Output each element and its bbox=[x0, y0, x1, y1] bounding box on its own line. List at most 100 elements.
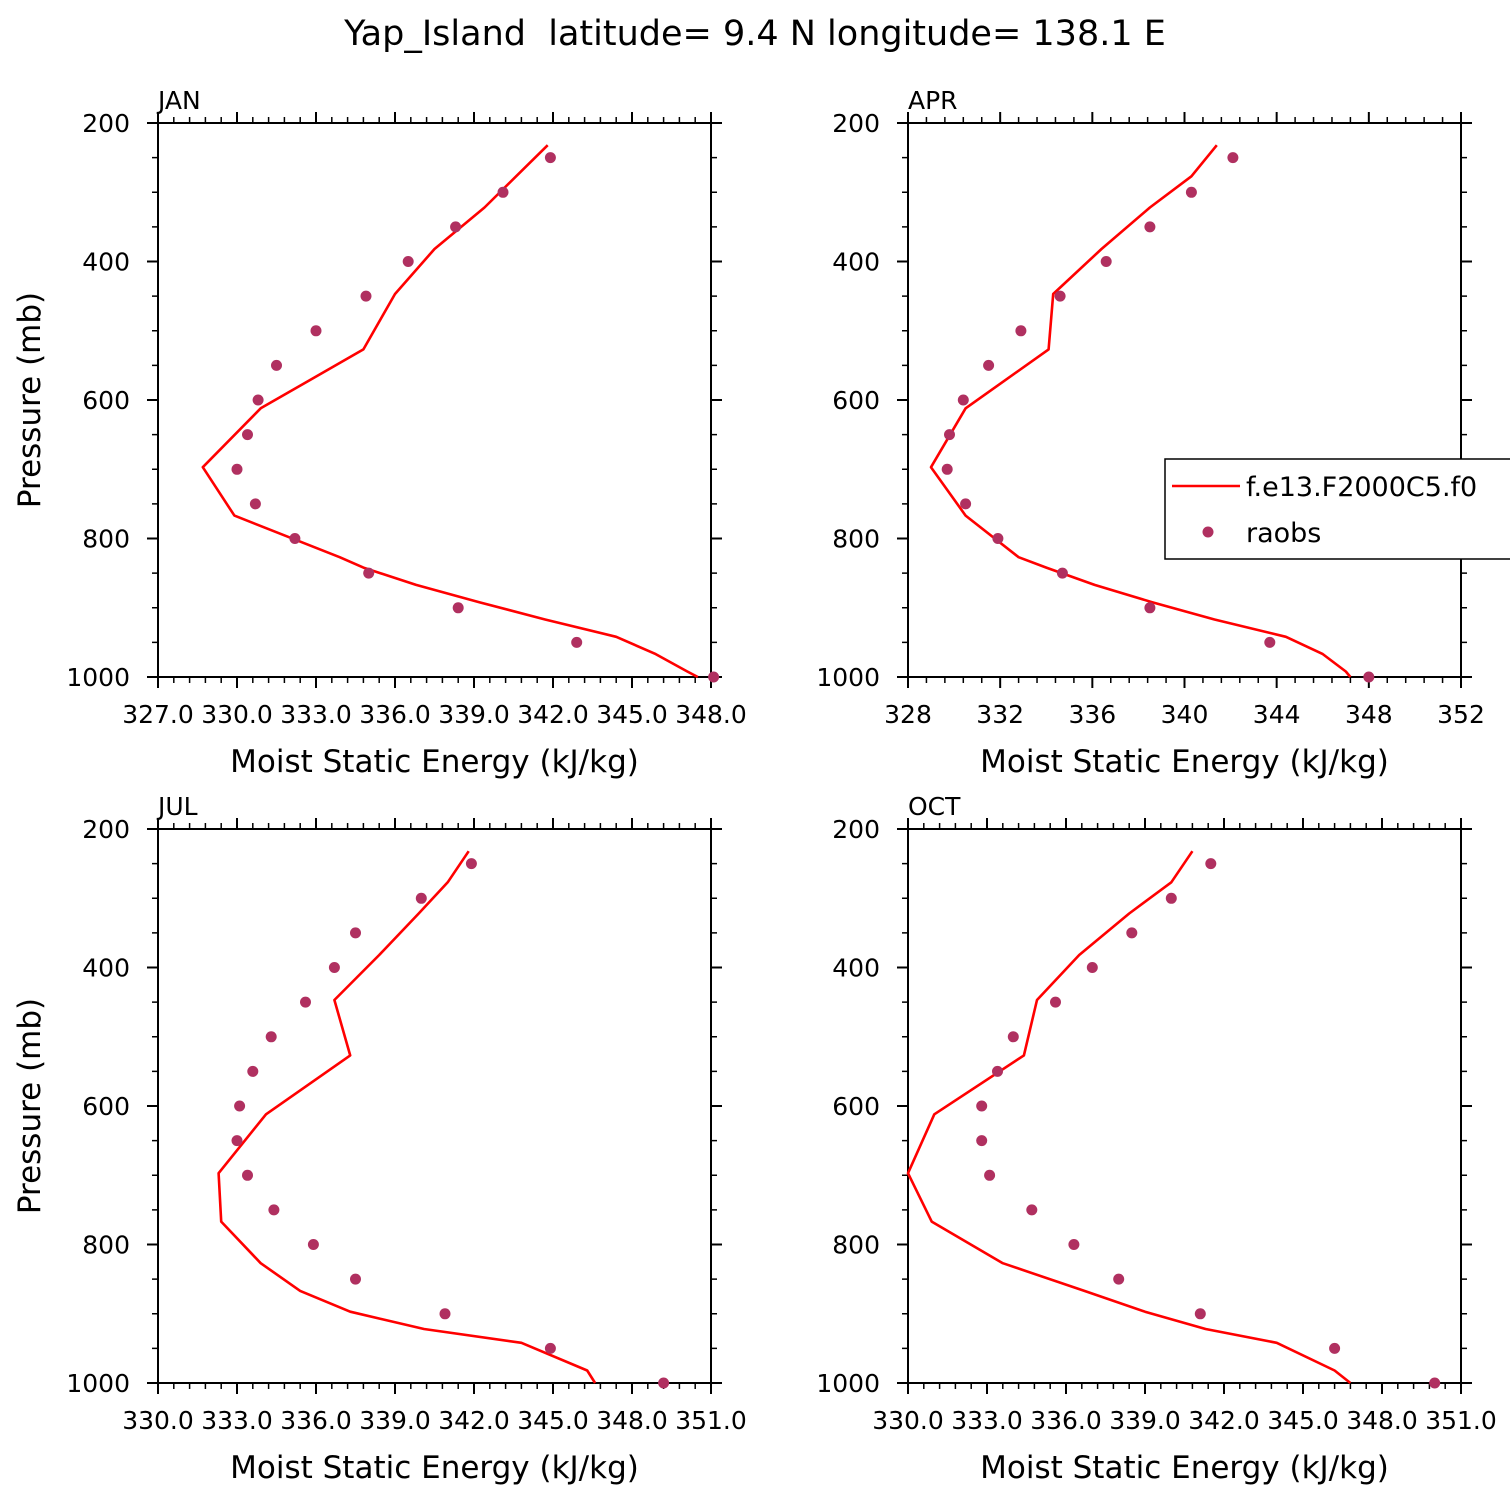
x-tick-label: 345.0 bbox=[517, 1406, 589, 1435]
x-axis-label: Moist Static Energy (kJ/kg) bbox=[230, 744, 639, 780]
raobs-point bbox=[658, 1377, 670, 1389]
x-tick-label: 336.0 bbox=[359, 700, 431, 729]
raobs-point bbox=[944, 429, 955, 441]
x-tick-label: 351.0 bbox=[1425, 1406, 1497, 1435]
x-tick-label: 339.0 bbox=[359, 1406, 431, 1435]
x-tick-label: 339.0 bbox=[1109, 1406, 1181, 1435]
x-axis-label: Moist Static Energy (kJ/kg) bbox=[980, 744, 1389, 780]
panel-label: OCT bbox=[908, 792, 961, 821]
raobs-point bbox=[1165, 892, 1177, 904]
panel-jul: JUL 330.0 333.0 336.0 339.0 342.0 345.0 348.0 35… bbox=[12, 792, 747, 1486]
raobs-point bbox=[976, 1100, 988, 1112]
y-axis-label: Pressure (mb) bbox=[12, 998, 48, 1214]
raobs-point bbox=[363, 567, 375, 579]
raobs-point bbox=[231, 1135, 243, 1147]
raobs-point bbox=[1144, 602, 1156, 614]
raobs-point bbox=[571, 636, 583, 648]
raobs-point bbox=[976, 1135, 988, 1147]
raobs-point bbox=[1264, 636, 1276, 648]
raobs-point bbox=[1363, 671, 1375, 683]
raobs-point bbox=[234, 1100, 246, 1112]
x-tick-label: 339.0 bbox=[438, 700, 510, 729]
raobs-point bbox=[1086, 962, 1098, 973]
y-tick-label: 200 bbox=[82, 109, 130, 138]
y-tick-label: 600 bbox=[82, 1092, 130, 1121]
y-tick-label: 400 bbox=[832, 248, 880, 277]
raobs-point bbox=[708, 671, 720, 683]
panel-label: JAN bbox=[156, 86, 201, 115]
raobs-point bbox=[1429, 1377, 1441, 1389]
panel-apr: APR 328 332 336 340 344 348 352 200 400 600 800 1000… bbox=[816, 86, 1484, 780]
raobs-point bbox=[544, 1342, 556, 1354]
raobs-point bbox=[1205, 858, 1217, 870]
raobs-point bbox=[242, 429, 253, 441]
raobs-point bbox=[1185, 186, 1197, 198]
raobs-point bbox=[289, 533, 301, 544]
raobs-point bbox=[310, 325, 322, 337]
y-tick-label: 800 bbox=[832, 525, 880, 554]
y-tick-label: 200 bbox=[832, 815, 880, 844]
x-tick-label: 348.0 bbox=[596, 1406, 668, 1435]
raobs-point bbox=[1227, 152, 1239, 164]
raobs-point bbox=[1100, 256, 1112, 267]
x-tick-label: 333.0 bbox=[201, 1406, 273, 1435]
raobs-point bbox=[402, 256, 414, 267]
y-tick-label: 1000 bbox=[816, 663, 880, 692]
y-tick-label: 400 bbox=[82, 248, 130, 277]
model-profile-line bbox=[201, 144, 699, 679]
legend-model-label: f.e13.F2000C5.f0 bbox=[1246, 472, 1477, 503]
raobs-point bbox=[1068, 1239, 1080, 1250]
x-tick-label: 336 bbox=[1068, 700, 1116, 729]
raobs-point bbox=[1329, 1342, 1341, 1354]
x-tick-label: 345.0 bbox=[1267, 1406, 1339, 1435]
raobs-point bbox=[1050, 996, 1061, 1008]
raobs-point bbox=[941, 463, 953, 475]
figure-title: Yap_Island latitude= 9.4 N longitude= 13… bbox=[343, 14, 1166, 54]
x-tick-label: 348.0 bbox=[675, 700, 747, 729]
x-tick-label: 340 bbox=[1161, 700, 1209, 729]
raobs-point bbox=[265, 1031, 277, 1043]
x-tick-label: 330.0 bbox=[122, 1406, 194, 1435]
panel-label: APR bbox=[908, 86, 958, 115]
raobs-point bbox=[231, 463, 243, 475]
x-axis-label: Moist Static Energy (kJ/kg) bbox=[230, 1450, 639, 1486]
raobs-point bbox=[465, 858, 477, 870]
y-tick-label: 600 bbox=[832, 386, 880, 415]
x-tick-label: 345.0 bbox=[596, 700, 668, 729]
raobs-point bbox=[1194, 1308, 1206, 1320]
raobs-point bbox=[1007, 1031, 1019, 1043]
y-tick-label: 400 bbox=[832, 954, 880, 983]
legend-box bbox=[1164, 458, 1510, 560]
x-tick-label: 333.0 bbox=[280, 700, 352, 729]
raobs-point bbox=[415, 892, 427, 904]
y-tick-label: 800 bbox=[832, 1231, 880, 1260]
raobs-point bbox=[1056, 567, 1068, 579]
raobs-point bbox=[350, 927, 361, 939]
legend-obs-label: raobs bbox=[1246, 518, 1321, 549]
model-profile-line bbox=[929, 144, 1352, 678]
y-tick-label: 200 bbox=[832, 109, 880, 138]
x-tick-label: 336.0 bbox=[1030, 1406, 1102, 1435]
raobs-point bbox=[992, 533, 1004, 544]
x-tick-label: 336.0 bbox=[280, 1406, 352, 1435]
x-tick-label: 348.0 bbox=[1346, 1406, 1418, 1435]
y-tick-label: 800 bbox=[82, 1231, 130, 1260]
raobs-point bbox=[300, 996, 311, 1008]
legend-obs-marker bbox=[1202, 526, 1214, 538]
raobs-point bbox=[328, 962, 340, 973]
raobs-point bbox=[252, 394, 264, 406]
raobs-point bbox=[350, 1273, 361, 1285]
x-tick-label: 328 bbox=[884, 700, 932, 729]
y-tick-label: 200 bbox=[82, 815, 130, 844]
panel-jan: JAN 327.0 330.0 333.0 336.0 339.0 342.0 345.0 34… bbox=[12, 86, 747, 780]
raobs-point bbox=[1054, 290, 1066, 302]
y-tick-label: 1000 bbox=[816, 1369, 880, 1398]
y-tick-label: 400 bbox=[82, 954, 130, 983]
raobs-point bbox=[983, 359, 995, 371]
x-axis-label: Moist Static Energy (kJ/kg) bbox=[980, 1450, 1389, 1486]
raobs-point bbox=[268, 1204, 280, 1216]
x-tick-label: 342.0 bbox=[438, 1406, 510, 1435]
y-tick-label: 1000 bbox=[66, 663, 130, 692]
